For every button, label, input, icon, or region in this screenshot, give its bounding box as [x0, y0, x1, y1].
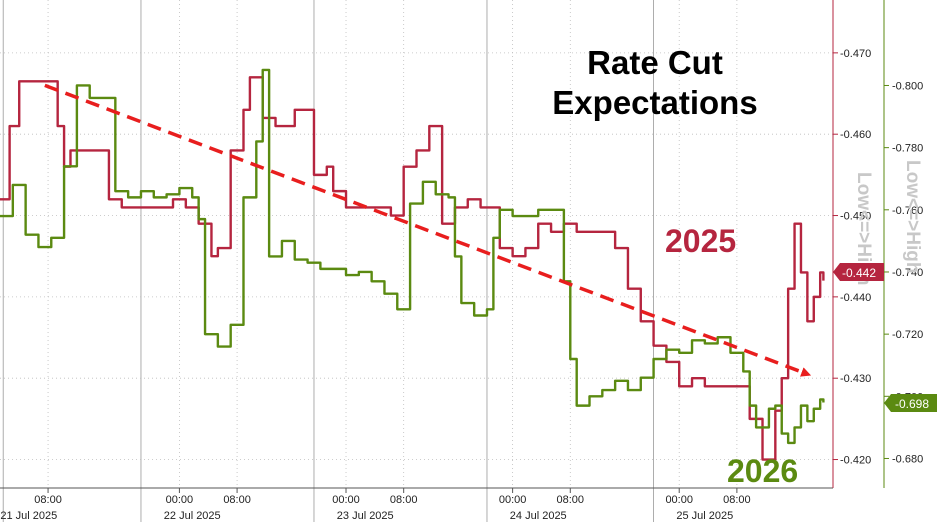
- right-tick-label: -0.780: [892, 143, 923, 155]
- series-layer: [0, 68, 825, 461]
- x-date-label: 25 Jul 2025: [676, 510, 733, 522]
- x-time-label: 08:00: [723, 494, 751, 506]
- right-tick-label: -0.680: [892, 453, 923, 465]
- right-tick-label: -0.800: [892, 80, 923, 92]
- left-tick-label: -0.460: [840, 129, 871, 141]
- left-axis-label: Low<=>High: [853, 172, 874, 286]
- left-axis-ticks: -0.470 -0.460 -0.450 -0.440 -0.430 -0.420: [833, 48, 871, 467]
- x-time-label: 00:00: [665, 494, 693, 506]
- grid-lines: [0, 0, 833, 522]
- left-tick-label: -0.420: [840, 455, 871, 467]
- left-tick-label: -0.450: [840, 211, 871, 223]
- x-time-label: 08:00: [557, 494, 585, 506]
- x-time-label: 08:00: [223, 494, 251, 506]
- x-time-label: 08:00: [390, 494, 418, 506]
- right-axis-label: Low<=>High: [902, 160, 923, 274]
- x-date-label: 22 Jul 2025: [164, 510, 221, 522]
- series-line-2025: [0, 76, 825, 461]
- x-date-label: 23 Jul 2025: [337, 510, 394, 522]
- x-time-label: 00:00: [166, 494, 194, 506]
- badge-2026-text: -0.698: [895, 397, 929, 411]
- trend-arrow: [44, 83, 812, 377]
- x-date-label: 24 Jul 2025: [510, 510, 567, 522]
- x-time-label: 00:00: [332, 494, 360, 506]
- left-tick-label: -0.430: [840, 373, 871, 385]
- right-tick-label: -0.760: [892, 205, 923, 217]
- chart-title-line1: Rate Cut: [587, 44, 723, 81]
- right-tick-label: -0.720: [892, 329, 923, 341]
- left-tick-label: -0.440: [840, 292, 871, 304]
- right-tick-label: -0.740: [892, 267, 923, 279]
- left-tick-label: -0.470: [840, 48, 871, 60]
- series-label-2025: 2025: [665, 223, 736, 259]
- series-line-2026: [0, 68, 825, 445]
- badge-2025-text: -0.442: [842, 266, 876, 280]
- x-time-label: 08:00: [34, 494, 62, 506]
- badge-2025-last-value: -0.442: [833, 263, 884, 281]
- chart-title-line2: Expectations: [552, 84, 757, 121]
- series-label-2026: 2026: [727, 453, 798, 489]
- x-axis-ticks: 08:00 00:00 08:00 00:00 08:00 00:00 08:00 00:00…: [0, 488, 751, 522]
- badge-2026-last-value: -0.698: [884, 394, 937, 412]
- x-time-label: 00:00: [499, 494, 527, 506]
- x-date-label: 21 Jul 2025: [0, 510, 57, 522]
